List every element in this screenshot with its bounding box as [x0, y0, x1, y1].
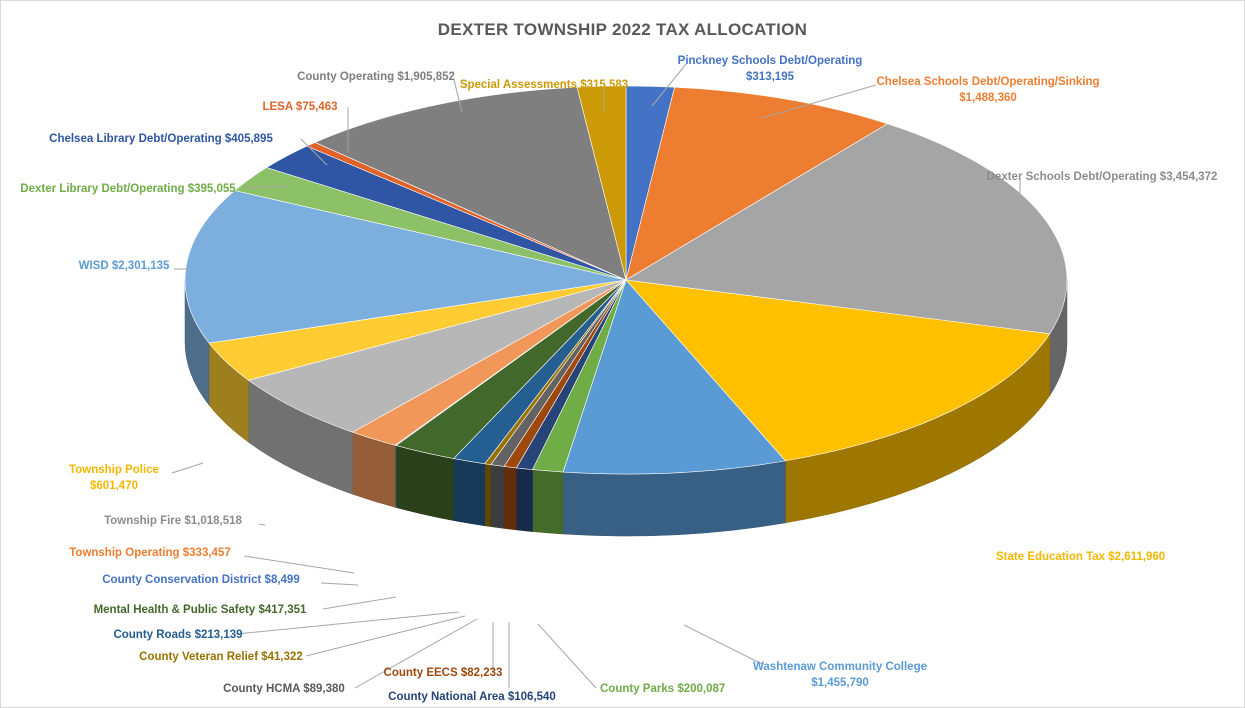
leader-washtenaw-community-college	[683, 624, 763, 665]
label-county-eecs: County EECS $82,233	[384, 667, 503, 679]
slice-chelsea-schools-debt-operating-sinking	[625, 86, 889, 281]
slice-dexter-schools-debt-operating	[625, 123, 1068, 335]
slice-special-assessments	[576, 85, 627, 281]
label-county-national-area: County National Area $106,540	[388, 691, 556, 703]
label-dexter-schools-debt-operating: Dexter Schools Debt/Operating $3,454,372	[987, 171, 1218, 183]
data-labels: Pinckney Schools Debt/Operating $313,195 C…	[20, 55, 1217, 703]
slice-side-county-hcma	[490, 464, 505, 529]
slice-county-operating	[314, 86, 627, 281]
leader-township-police	[171, 462, 204, 474]
pie-top-faces	[184, 85, 1068, 475]
leader-county-veteran-relief	[305, 615, 466, 657]
chart-title: DEXTER TOWNSHIP 2022 TAX ALLOCATION	[437, 20, 808, 39]
label-chelsea-library-debt-operating: Chelsea Library Debt/Operating $405,895	[49, 133, 273, 145]
label-wisd: WISD $2,301,135	[79, 260, 170, 272]
leader-pinckney-schools-debt-operating	[651, 63, 687, 107]
label-mental-health-and-public-safety: Mental Health & Public Safety $417,351	[94, 604, 307, 616]
label-county-parks: County Parks $200,087	[600, 683, 725, 695]
slice-side-county-eecs	[503, 466, 517, 531]
label-township-police-line-2: $601,470	[90, 480, 138, 492]
leader-chelsea-library-debt-operating	[300, 138, 328, 166]
label-township-operating: Township Operating $333,457	[69, 547, 230, 559]
slice-washtenaw-community-college	[562, 279, 786, 475]
leader-county-hcma	[354, 618, 478, 689]
label-county-hcma: County HCMA $89,380	[223, 683, 345, 695]
label-pinckney-schools-debt-operating-line-2: $313,195	[746, 71, 795, 83]
leader-lines	[171, 63, 1021, 689]
label-lesa: LESA $75,463	[262, 101, 337, 113]
label-state-education-tax: State Education Tax $2,611,960	[996, 551, 1165, 563]
leader-dexter-library-debt-operating	[243, 185, 289, 189]
slice-township-fire	[247, 279, 627, 433]
pie-sides	[184, 279, 1068, 537]
label-chelsea-schools-debt-operating-sinking-line-1: Chelsea Schools Debt/Operating/Sinking	[876, 76, 1099, 88]
slice-side-county-roads	[453, 458, 485, 527]
leader-mental-health-and-public-safety	[322, 596, 397, 610]
label-dexter-library-debt-operating: Dexter Library Debt/Operating $395,055	[20, 183, 236, 195]
label-special-assessments: Special Assessments $315,583	[460, 79, 628, 91]
slice-wisd	[184, 190, 627, 344]
label-pinckney-schools-debt-operating-line-1: Pinckney Schools Debt/Operating	[678, 55, 863, 67]
label-county-conservation-district: County Conservation District $8,499	[102, 574, 299, 586]
label-chelsea-schools-debt-operating-sinking-line-2: $1,488,360	[959, 92, 1017, 104]
slice-side-county-veteran-relief	[484, 463, 492, 527]
leader-county-conservation-district	[320, 582, 359, 586]
leader-township-fire	[258, 523, 266, 526]
label-township-police-line-1: Township Police	[69, 464, 159, 476]
label-washtenaw-community-college-line-1: Washtenaw Community College	[753, 661, 927, 673]
leader-county-parks	[537, 623, 597, 689]
slice-side-county-national-area	[516, 467, 533, 532]
leader-township-operating	[243, 555, 355, 574]
label-county-veteran-relief: County Veteran Relief $41,322	[139, 651, 303, 663]
label-county-roads: County Roads $213,139	[113, 629, 242, 641]
label-township-fire: Township Fire $1,018,518	[104, 515, 242, 527]
leader-county-roads	[235, 611, 460, 635]
slice-side-county-parks	[532, 469, 564, 535]
slice-state-education-tax	[625, 279, 1051, 462]
label-washtenaw-community-college-line-2: $1,455,790	[811, 677, 869, 689]
label-county-operating: County Operating $1,905,852	[297, 71, 455, 83]
leader-chelsea-schools-debt-operating-sinking	[761, 84, 877, 119]
leader-county-operating	[453, 79, 463, 113]
